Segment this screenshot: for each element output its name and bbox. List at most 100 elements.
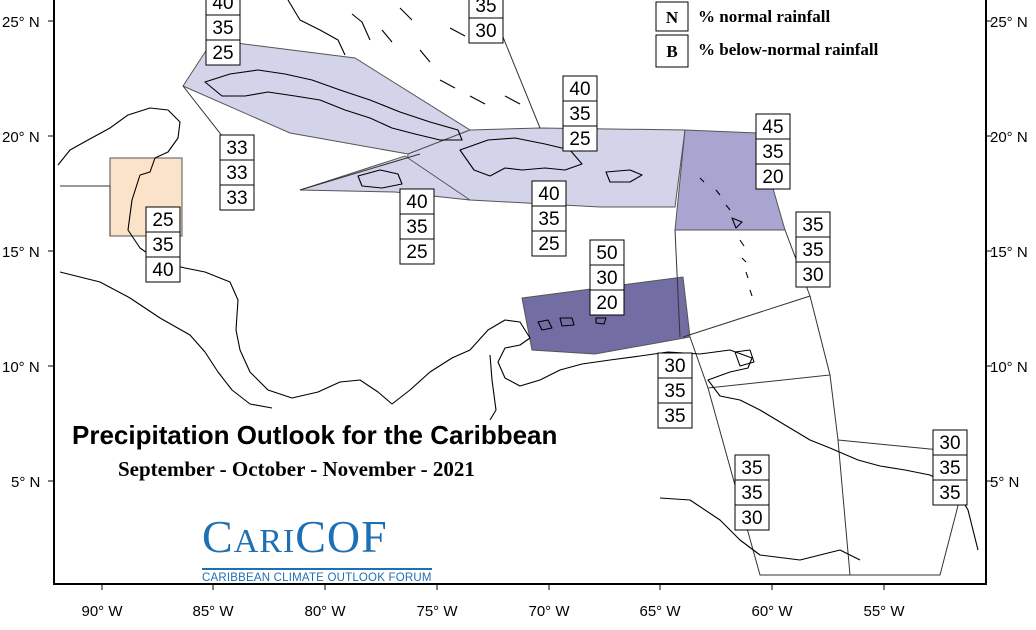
lon-label-55: 55° W <box>863 603 905 620</box>
legend-key-box-n <box>655 1 689 32</box>
coast-central-america-pacific <box>59 271 273 409</box>
prob-cell <box>531 230 567 257</box>
prob-cell <box>562 125 598 152</box>
prob-value: 40 <box>212 0 233 14</box>
prob-value: 25 <box>569 129 590 150</box>
prob-cell <box>657 402 693 429</box>
tick-marks <box>48 20 992 590</box>
logo-tagline: CARIBBEAN CLIMATE OUTLOOK FORUM <box>202 572 432 584</box>
coastlines <box>57 0 979 561</box>
prob-box-guyana: 35 35 30 <box>734 454 770 531</box>
legend: N % normal rainfall B % below-normal rai… <box>655 1 879 68</box>
prob-cell <box>219 184 255 211</box>
lat-label-25: 25° N <box>2 14 40 31</box>
prob-value: 35 <box>664 406 685 427</box>
coast-panama-colombia <box>391 319 979 551</box>
prob-value: 33 <box>226 163 247 184</box>
prob-value: 20 <box>762 167 783 188</box>
prob-value: 35 <box>664 381 685 402</box>
prob-box-suriname-french-guiana: 30 35 35 <box>932 429 968 506</box>
prob-cell <box>145 231 181 258</box>
prob-value: 25 <box>152 210 173 231</box>
prob-cell <box>932 479 968 506</box>
logo-wordmark: CARICOF <box>202 511 388 562</box>
map-title: Precipitation Outlook for the Caribbean <box>72 420 558 450</box>
prob-box-abc-islands: 50 30 20 <box>589 239 625 316</box>
prob-box-cuba: 40 35 25 <box>205 0 241 66</box>
prob-cell <box>932 429 968 456</box>
legend-desc-b: % below-normal rainfall <box>698 40 879 59</box>
lon-label-85: 85° W <box>192 603 234 620</box>
coast-abc-islands <box>537 317 607 331</box>
prob-value: 25 <box>538 234 559 255</box>
prob-value: 35 <box>802 215 823 236</box>
lat-label-5-right: 5° N <box>990 474 1019 491</box>
prob-cell <box>795 261 831 288</box>
coast-puerto-rico <box>605 169 643 183</box>
coast-venezuela-inland <box>489 354 497 421</box>
legend-key-box-b <box>655 34 689 68</box>
lon-label-80: 80° W <box>304 603 346 620</box>
prob-value: 30 <box>664 356 685 377</box>
prob-value: 35 <box>538 209 559 230</box>
prob-cell <box>145 206 181 233</box>
prob-value: 35 <box>212 18 233 39</box>
legend-key-b: B <box>666 42 677 61</box>
prob-cell <box>795 236 831 263</box>
coast-central-america-caribbean <box>127 174 393 405</box>
prob-value: 35 <box>939 483 960 504</box>
lat-label-10-right: 10° N <box>990 359 1028 376</box>
coast-south-america-south <box>659 497 861 561</box>
prob-value: 35 <box>802 240 823 261</box>
coast-trinidad <box>734 349 755 367</box>
coast-hispaniola <box>459 137 583 177</box>
prob-value: 35 <box>741 483 762 504</box>
prob-value: 35 <box>741 458 762 479</box>
lat-label-5: 5° N <box>11 474 40 491</box>
prob-value: 40 <box>538 184 559 205</box>
prob-value: 40 <box>406 192 427 213</box>
prob-value: 35 <box>152 235 173 256</box>
prob-value: 35 <box>762 142 783 163</box>
prob-cell <box>657 352 693 379</box>
prob-value: 30 <box>596 268 617 289</box>
prob-value: 35 <box>475 0 496 17</box>
prob-value: 35 <box>406 217 427 238</box>
prob-cell <box>795 211 831 238</box>
coast-florida <box>287 0 346 56</box>
probability-boxes: 3530403525403525453520333333253540403525… <box>145 0 968 531</box>
prob-cell <box>755 163 791 190</box>
prob-cell <box>589 264 625 291</box>
prob-cell <box>205 14 241 41</box>
prob-cell <box>734 479 770 506</box>
prob-value: 45 <box>762 117 783 138</box>
lon-label-65: 65° W <box>639 603 681 620</box>
prob-cell <box>734 454 770 481</box>
prob-value: 25 <box>212 43 233 64</box>
lat-label-15-right: 15° N <box>990 244 1028 261</box>
prob-cell <box>145 256 181 283</box>
prob-value: 30 <box>741 508 762 529</box>
lon-label-90: 90° W <box>81 603 123 620</box>
prob-value: 40 <box>569 79 590 100</box>
prob-box-jamaica: 40 35 25 <box>399 188 435 265</box>
prob-value: 40 <box>152 260 173 281</box>
prob-box-leeward-islands: 45 35 20 <box>755 113 791 190</box>
prob-cell <box>734 504 770 531</box>
lat-labels-left: 25° N 20° N 15° N 10° N 5° N <box>2 14 40 491</box>
logo-rule <box>202 568 432 570</box>
lon-label-70: 70° W <box>528 603 570 620</box>
lat-labels-right: 25° N 20° N 15° N 10° N 5° N <box>990 14 1028 491</box>
prob-box-caribbean-sea-central: 40 35 25 <box>531 180 567 257</box>
lat-label-25-right: 25° N <box>990 14 1028 31</box>
lat-label-20: 20° N <box>2 129 40 146</box>
legend-key-n: N <box>666 8 679 27</box>
coast-cuba <box>204 69 463 141</box>
prob-cell <box>531 205 567 232</box>
prob-value: 33 <box>226 138 247 159</box>
caricof-logo: CARICOF CARIBBEAN CLIMATE OUTLOOK FORUM <box>202 512 434 584</box>
coast-lesser-antilles <box>699 177 753 297</box>
lon-label-75: 75° W <box>416 603 458 620</box>
prob-cell <box>399 238 435 265</box>
